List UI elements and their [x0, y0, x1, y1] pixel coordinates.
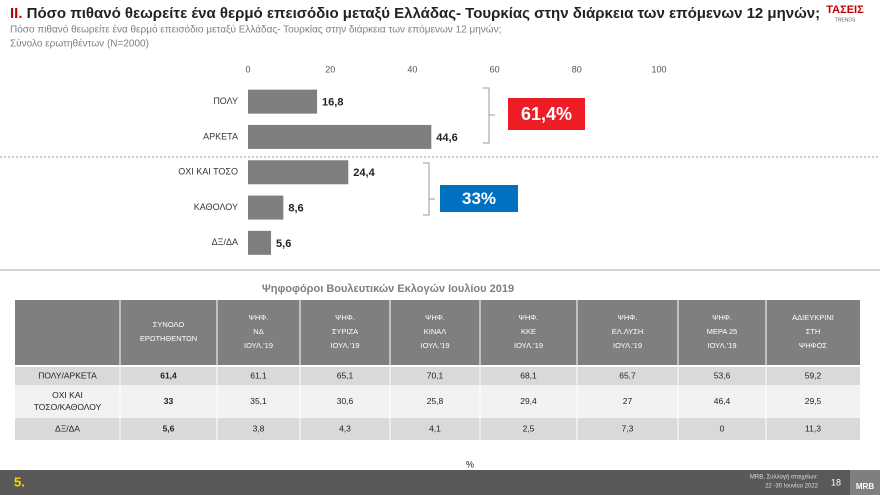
cell: 61,4 [160, 370, 177, 380]
category-label: ΟΧΙ ΚΑΙ ΤΟΣΟ [178, 167, 238, 177]
column-header: ΨΗΦ. [425, 313, 445, 322]
cell: 46,4 [714, 396, 731, 406]
bar [248, 124, 432, 149]
cell: 33 [164, 396, 174, 406]
cell: 4,3 [339, 423, 351, 433]
cell: 2,5 [523, 423, 535, 433]
table-row [15, 367, 860, 385]
subtitle: Σύνολο ερωτηθέντων (Ν=2000) [10, 38, 149, 50]
table-row [15, 385, 860, 418]
column-header: ΙΟΥΛ.'19 [613, 341, 642, 350]
column-header: ΕΛ.ΛΥΣΗ [612, 327, 644, 336]
cell: 68,1 [520, 370, 537, 380]
source: 22 -30 Ιουνίου 2022 [765, 484, 819, 490]
column-header: ΙΟΥΛ.'19 [421, 341, 450, 350]
cell: 5,6 [163, 423, 175, 433]
value-label: 5,6 [276, 238, 291, 250]
annotation-box [440, 185, 518, 212]
x-tick-label: 0 [245, 64, 250, 74]
column-header: ΕΡΩΤΗΘΕΝΤΩΝ [140, 334, 197, 343]
column-header: ΣΥΝΟΛΟ [153, 320, 185, 329]
value-label: 8,6 [288, 202, 303, 214]
cell: 29,5 [805, 396, 822, 406]
annotation-box [508, 98, 585, 130]
cell: 4,1 [429, 423, 441, 433]
cell: 11,3 [805, 423, 821, 433]
title: ΙΙ. Πόσο πιθανό θεωρείτε ένα θερμό επεισ… [10, 5, 820, 22]
source: MRB, Συλλογή στοιχείων: [750, 474, 818, 481]
cell: 65,1 [337, 370, 354, 380]
column-header: ΨΗΦ. [618, 313, 638, 322]
brand: MRB [856, 482, 874, 491]
column-header: ΣΤΗ [806, 327, 821, 336]
cell: 65,7 [619, 370, 636, 380]
cell: 53,6 [714, 370, 731, 380]
footer-bar [0, 470, 880, 495]
column-header: ΨΗΦ. [335, 313, 355, 322]
bracket [423, 162, 435, 216]
column-header: ΨΗΦ. [249, 313, 269, 322]
unit-note: % [466, 459, 474, 469]
subtitle: Πόσο πιθανό θεωρείτε ένα θερμό επεισόδιο… [10, 24, 501, 36]
value-label: 24,4 [353, 167, 375, 179]
x-tick-label: 60 [490, 64, 500, 74]
category-label: ΚΑΘΟΛΟΥ [194, 202, 238, 212]
title-text: Πόσο πιθανό θεωρείτε ένα θερμό επεισόδιο… [27, 5, 820, 22]
cell: 29,4 [520, 396, 537, 406]
column-header: ΣΥΡΙΖΑ [332, 327, 358, 336]
title-prefix: ΙΙ. [10, 5, 27, 22]
cell: 27 [623, 396, 633, 406]
row-label: ΤΟΣΟ/ΚΑΘΟΛΟΥ [34, 402, 102, 412]
cell: 30,6 [337, 396, 354, 406]
column-header: ΑΔΙΕΥΚΡΙΝΙ [792, 313, 834, 322]
brand-box [850, 470, 880, 495]
x-tick-label: 20 [325, 64, 335, 74]
column-header: ΙΟΥΛ.'19 [708, 341, 737, 350]
header-row [15, 300, 860, 365]
page-number: 18 [831, 477, 841, 487]
column-header: ΜΕΡΑ 25 [707, 327, 738, 336]
table-row [15, 418, 860, 440]
category-label: ΔΞ/ΔΑ [212, 237, 238, 247]
bar [248, 160, 349, 185]
column-header: ΨΗΦ. [519, 313, 539, 322]
logo: ΤΑΣΕΙΣ [826, 4, 864, 16]
x-tick-label: 100 [651, 64, 666, 74]
cell: 61,1 [250, 370, 267, 380]
x-tick-label: 40 [407, 64, 417, 74]
row-label: ΠΟΛΥ/ΑΡΚΕΤΑ [38, 370, 97, 380]
value-label: 44,6 [436, 132, 457, 144]
value-label: 16,8 [322, 97, 343, 109]
category-label: ΑΡΚΕΤΑ [203, 131, 238, 141]
table-caption: Ψηφοφόροι Βουλευτικών Εκλογών Ιουλίου 20… [262, 283, 514, 295]
column-header: ΙΟΥΛ.'19 [514, 341, 543, 350]
cell: 35,1 [250, 396, 267, 406]
x-tick-label: 80 [572, 64, 582, 74]
bar [248, 230, 272, 255]
column-header: ΙΟΥΛ.'19 [244, 341, 273, 350]
column-header: ΚΚΕ [521, 327, 536, 336]
cell: 0 [720, 423, 725, 433]
column-header: ΨΗΦΟΣ [799, 341, 827, 350]
page-label: 5. [14, 474, 25, 489]
annotation: 33% [462, 189, 496, 208]
column-header: ΝΔ [253, 327, 263, 336]
bar [248, 195, 284, 220]
column-header: ΨΗΦ. [712, 313, 732, 322]
row-label: ΔΞ/ΔΑ [55, 423, 80, 433]
cell: 59,2 [805, 370, 822, 380]
bar [248, 89, 318, 114]
cell: 70,1 [427, 370, 444, 380]
cell: 3,8 [253, 423, 265, 433]
logo-sub: TRENDS [835, 17, 856, 23]
column-header: ΚΙΝΑΛ [424, 327, 447, 336]
bracket [483, 87, 495, 144]
cell: 7,3 [622, 423, 634, 433]
category-label: ΠΟΛΥ [213, 96, 238, 106]
annotation: 61,4% [521, 104, 572, 124]
column-header: ΙΟΥΛ.'19 [331, 341, 360, 350]
cell: 25,8 [427, 396, 444, 406]
row-label: ΟΧΙ ΚΑΙ [52, 390, 83, 400]
